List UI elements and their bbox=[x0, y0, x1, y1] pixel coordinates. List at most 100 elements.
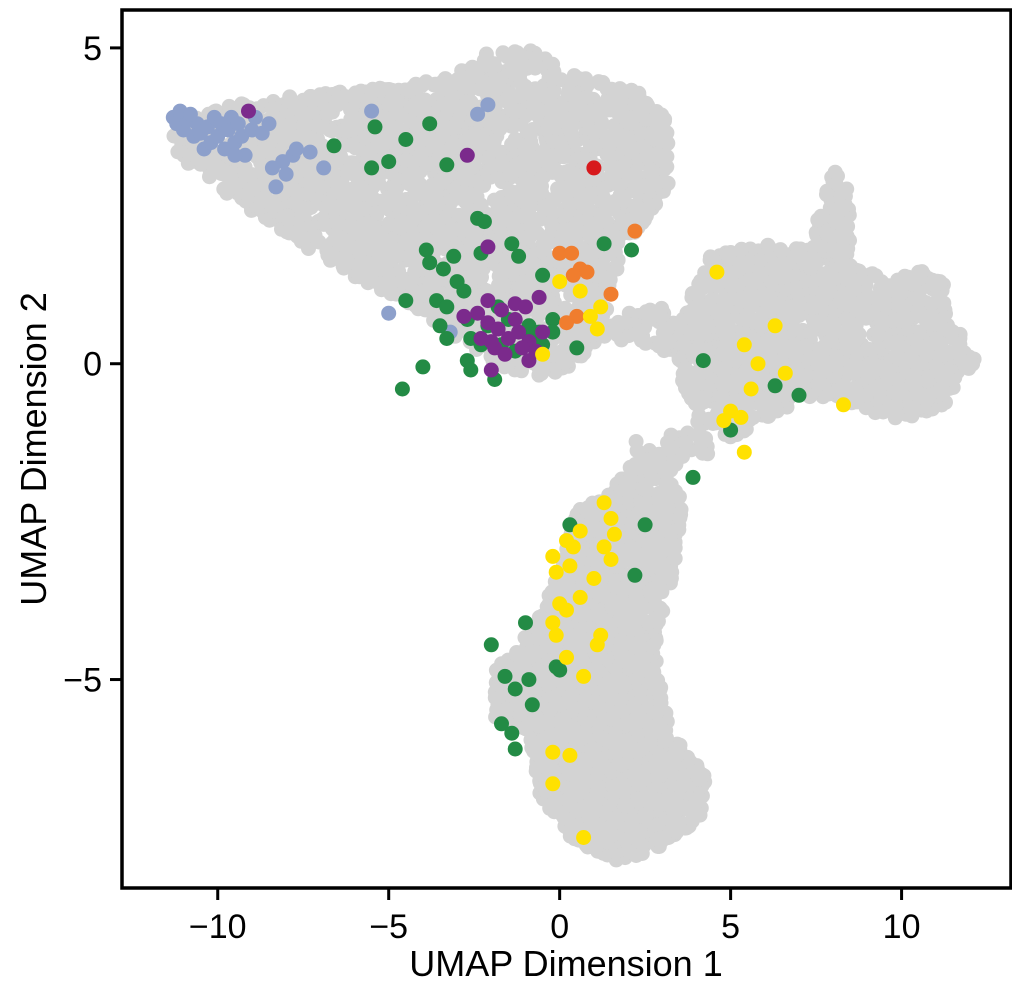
background-cell-point bbox=[403, 168, 419, 183]
background-cell-point bbox=[317, 216, 333, 232]
background-cell-point bbox=[552, 135, 568, 151]
background-cell-point bbox=[373, 193, 389, 209]
background-cell-point bbox=[804, 300, 820, 315]
background-cell-point bbox=[764, 274, 779, 290]
background-cell-point bbox=[264, 199, 280, 215]
background-cell-point bbox=[522, 218, 538, 234]
background-cell-point bbox=[495, 208, 511, 223]
background-cell-point bbox=[735, 391, 751, 407]
background-cell-point bbox=[866, 356, 882, 372]
background-cell-point bbox=[822, 334, 838, 350]
background-cell-point bbox=[405, 212, 421, 228]
background-cell-point bbox=[504, 136, 520, 152]
background-cell-point bbox=[480, 150, 496, 165]
background-cell-point bbox=[545, 56, 561, 72]
background-cell-point bbox=[839, 181, 855, 197]
background-cell-point bbox=[328, 229, 344, 245]
background-cell-point bbox=[697, 265, 713, 281]
background-cell-point bbox=[815, 269, 831, 285]
background-cell-point bbox=[677, 360, 693, 376]
background-cell-point bbox=[884, 399, 900, 415]
background-cell-point bbox=[566, 220, 582, 236]
background-cell-point bbox=[496, 47, 512, 63]
background-cell-point bbox=[766, 393, 782, 409]
background-cell-point bbox=[385, 98, 401, 113]
background-cell-point bbox=[447, 118, 463, 133]
background-cell-point bbox=[571, 168, 587, 184]
background-cell-point bbox=[615, 159, 631, 175]
background-cell-point bbox=[665, 456, 681, 472]
background-cell-point bbox=[352, 226, 368, 242]
background-cell-point bbox=[649, 112, 665, 128]
background-cell-point bbox=[578, 193, 594, 208]
background-cell-point bbox=[453, 208, 469, 224]
background-cell-point bbox=[860, 341, 876, 357]
background-cell-point bbox=[402, 83, 417, 99]
background-cell-point bbox=[504, 167, 520, 183]
background-cell-point bbox=[424, 177, 440, 193]
background-cell-point bbox=[926, 311, 942, 327]
background-cell-point bbox=[760, 237, 776, 253]
background-cell-point bbox=[590, 124, 606, 140]
background-cell-point bbox=[320, 247, 336, 263]
background-cell-point bbox=[465, 266, 481, 282]
background-cell-point bbox=[511, 103, 527, 119]
background-cell-point bbox=[636, 208, 652, 224]
background-cell-point bbox=[894, 284, 910, 300]
background-cell-point bbox=[365, 233, 381, 249]
background-cell-point bbox=[537, 146, 553, 162]
background-cell-point bbox=[609, 230, 625, 246]
background-cell-point bbox=[601, 137, 617, 153]
background-cell-point bbox=[458, 94, 474, 110]
background-cell-point bbox=[553, 182, 569, 198]
background-cell-point bbox=[905, 352, 921, 368]
background-cell-point bbox=[542, 114, 558, 130]
background-cell-point bbox=[410, 136, 426, 152]
background-cell-point bbox=[693, 433, 709, 449]
background-cell-point bbox=[595, 180, 611, 196]
background-cell-point bbox=[349, 170, 365, 186]
background-cell-point bbox=[414, 284, 430, 300]
background-cell-point bbox=[738, 312, 754, 328]
background-cell-point bbox=[557, 355, 573, 371]
background-cell-point bbox=[564, 128, 580, 144]
background-cell-point bbox=[876, 313, 892, 329]
background-cell-point bbox=[295, 118, 311, 134]
background-cell-point bbox=[889, 372, 905, 388]
background-cell-point bbox=[430, 133, 446, 149]
background-cell-point bbox=[428, 76, 444, 92]
background-cell-point bbox=[701, 411, 717, 427]
background-cell-point bbox=[351, 245, 367, 261]
background-cell-point bbox=[609, 176, 625, 192]
background-cell-point bbox=[610, 105, 626, 121]
background-cell-point bbox=[280, 212, 296, 228]
background-cell-point bbox=[787, 249, 803, 265]
background-cell-point bbox=[651, 338, 667, 354]
background-cell-point bbox=[491, 219, 507, 235]
background-cell-point bbox=[728, 380, 744, 396]
background-cell-point bbox=[392, 109, 408, 125]
background-cell-point bbox=[390, 197, 406, 213]
plot-frame bbox=[120, 8, 1012, 890]
background-cell-point bbox=[253, 193, 269, 209]
background-cell-point bbox=[791, 308, 807, 324]
background-cell-point bbox=[840, 218, 856, 234]
background-cell-point bbox=[688, 388, 704, 404]
background-cell-point bbox=[372, 276, 388, 292]
background-cell-point bbox=[871, 294, 887, 310]
background-cell-point bbox=[848, 332, 864, 348]
background-cell-point bbox=[481, 114, 497, 130]
background-cell-point bbox=[407, 243, 423, 259]
background-cell-point bbox=[202, 169, 217, 185]
background-cell-point bbox=[599, 214, 615, 230]
background-cell-point bbox=[753, 252, 768, 268]
background-cell-point bbox=[495, 266, 511, 282]
background-cell-point bbox=[629, 97, 645, 113]
background-cell-point bbox=[677, 434, 693, 450]
background-cell-point bbox=[919, 373, 935, 388]
background-cell-point bbox=[609, 261, 625, 277]
background-cell-point bbox=[660, 175, 676, 191]
background-cell-point bbox=[358, 188, 374, 203]
background-cell-point bbox=[651, 446, 667, 462]
background-cell-point bbox=[286, 194, 302, 210]
